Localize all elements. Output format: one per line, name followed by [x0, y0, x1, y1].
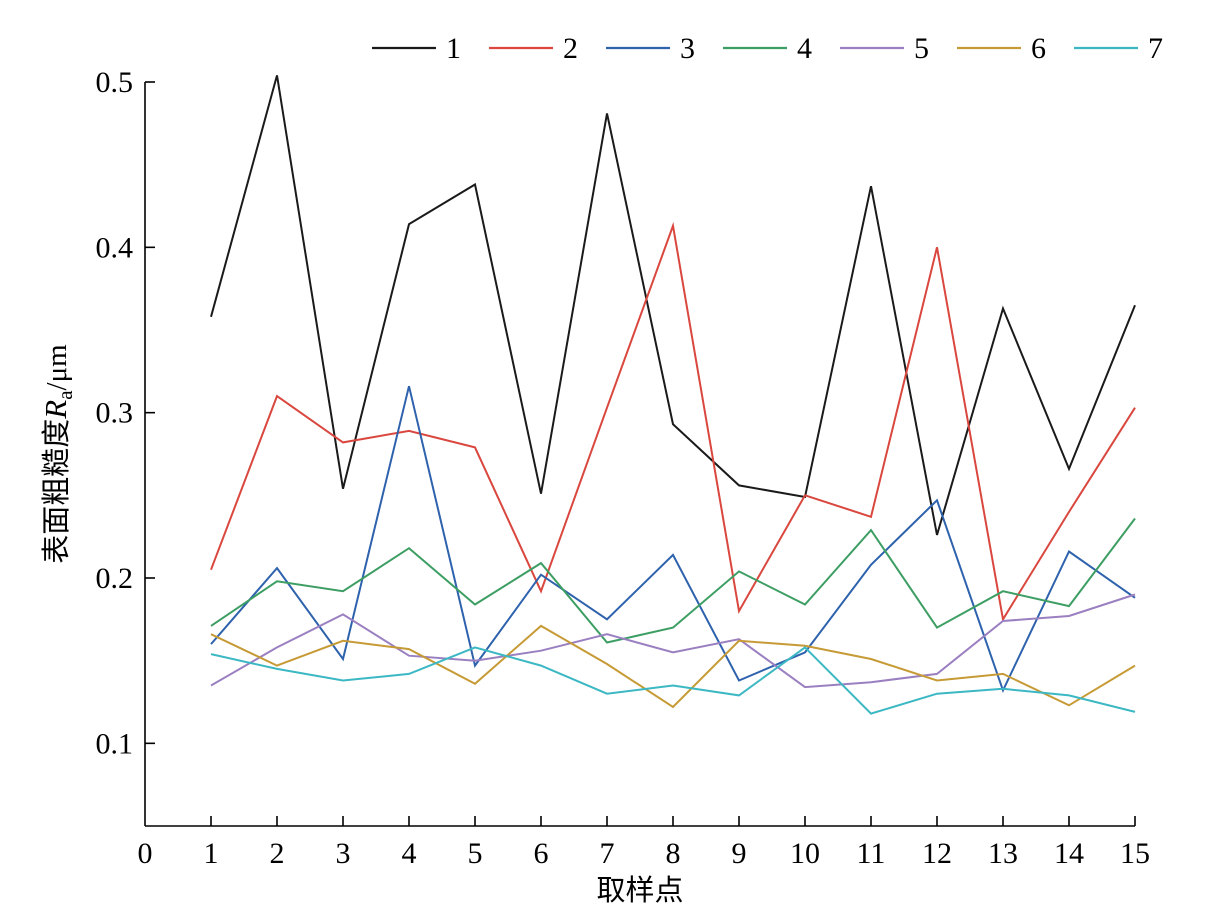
- x-tick-label-10: 10: [790, 837, 820, 870]
- legend-label-3: 3: [680, 32, 695, 65]
- x-tick-label-2: 2: [270, 837, 285, 870]
- series-line-7: [210, 646, 1136, 715]
- series-line-6: [210, 624, 1136, 709]
- y-tick-label-0.4: 0.4: [96, 231, 134, 264]
- x-tick-label-9: 9: [732, 837, 747, 870]
- x-tick-label-1: 1: [204, 837, 219, 870]
- legend-item-7: 7: [1074, 32, 1163, 65]
- legend-item-4: 4: [723, 32, 812, 65]
- legend-label-6: 6: [1031, 32, 1046, 65]
- x-tick-label-13: 13: [988, 837, 1018, 870]
- legend-label-2: 2: [563, 32, 578, 65]
- x-tick-label-7: 7: [600, 837, 615, 870]
- x-tick-label-12: 12: [922, 837, 952, 870]
- series-line-3: [210, 385, 1136, 694]
- x-tick-label-3: 3: [336, 837, 351, 870]
- legend-item-1: 1: [372, 32, 461, 65]
- series-line-5: [210, 593, 1136, 689]
- legend-label-7: 7: [1148, 32, 1163, 65]
- series-group: [210, 75, 1136, 715]
- x-tick-label-15: 15: [1120, 837, 1150, 870]
- x-axis-title: 取样点: [596, 873, 683, 907]
- y-tick-label-0.5: 0.5: [96, 66, 134, 99]
- series-line-4: [210, 517, 1136, 644]
- legend-item-3: 3: [606, 32, 695, 65]
- y-axis-title-symbol: R: [38, 400, 73, 420]
- legend-item-5: 5: [840, 32, 929, 65]
- series-line-2: [210, 221, 1136, 623]
- x-axis-ticks: 0 1 2 3 4 5 6 7 8 9 10 11 12 13 14 15: [138, 816, 1150, 870]
- x-tick-label-14: 14: [1054, 837, 1084, 870]
- y-axis-title-unit: /μm: [41, 344, 73, 391]
- legend-label-1: 1: [446, 32, 461, 65]
- x-tick-label-5: 5: [468, 837, 483, 870]
- x-tick-label-0: 0: [138, 837, 153, 870]
- y-axis-title-prefix: 表面粗糙度: [39, 419, 73, 564]
- series-line-1: [210, 75, 1136, 536]
- y-axis-title-subscript: a: [53, 390, 77, 400]
- y-tick-label-0.1: 0.1: [96, 727, 134, 760]
- legend-item-6: 6: [957, 32, 1046, 65]
- chart-axes: [144, 82, 1135, 827]
- y-tick-label-0.3: 0.3: [96, 397, 134, 430]
- legend-item-2: 2: [489, 32, 578, 65]
- x-tick-label-6: 6: [534, 837, 549, 870]
- x-tick-label-11: 11: [857, 837, 886, 870]
- y-axis-ticks: 0.1 0.2 0.3 0.4 0.5: [96, 66, 155, 760]
- x-tick-label-8: 8: [666, 837, 681, 870]
- chart-legend: 1 2 3 4 5 6 7: [372, 32, 1163, 65]
- y-axis-title: 表面粗糙度Ra/μm: [38, 344, 77, 564]
- x-tick-label-4: 4: [402, 837, 417, 870]
- legend-label-5: 5: [914, 32, 929, 65]
- y-tick-label-0.2: 0.2: [96, 562, 134, 595]
- legend-label-4: 4: [797, 32, 812, 65]
